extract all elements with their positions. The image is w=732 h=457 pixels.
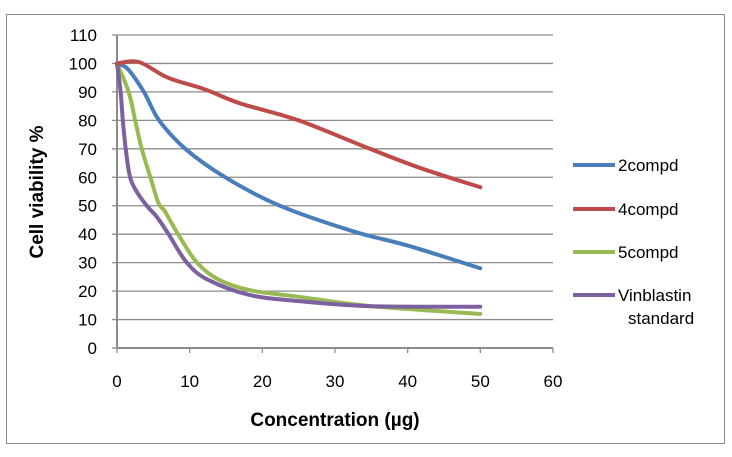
legend-label: 2compd: [618, 156, 678, 175]
y-tick-label: 20: [78, 282, 97, 301]
y-tick-label: 30: [78, 254, 97, 273]
y-tick-label: 80: [78, 111, 97, 130]
y-tick-label: 90: [78, 83, 97, 102]
y-axis-title: Cell viability %: [27, 125, 48, 258]
y-tick-label: 40: [78, 225, 97, 244]
y-tick-label: 10: [78, 311, 97, 330]
x-axis-title: Concentration (µg): [250, 410, 419, 431]
x-tick-label: 50: [471, 372, 490, 391]
legend-item: 5compd: [573, 243, 678, 262]
series-line-5compd: [115, 61, 483, 316]
series-line-4compd: [115, 59, 483, 190]
gridlines: [112, 34, 553, 321]
legend-label: 4compd: [618, 200, 678, 219]
x-tick-labels: 0 10 20 30 40 50 60: [112, 372, 562, 391]
x-tick-label: 10: [180, 372, 199, 391]
legend-label: 5compd: [618, 243, 678, 262]
legend-item: 4compd: [573, 200, 678, 219]
legend-label-line2: standard: [628, 309, 694, 328]
legend-label: Vinblastin: [618, 286, 691, 305]
y-tick-labels: 0 10 20 30 40 50 60 70 80 90 100 110: [69, 26, 97, 358]
axes: [112, 35, 554, 353]
legend: 2compd 4compd 5compd Vinblastin standard: [573, 156, 694, 328]
series-line-vinblastin-standard: [115, 61, 483, 309]
x-tick-label: 60: [544, 372, 563, 391]
y-tick-label: 0: [88, 339, 97, 358]
x-tick-label: 30: [326, 372, 345, 391]
y-tick-label: 60: [78, 168, 97, 187]
y-tick-label: 110: [70, 26, 97, 45]
series-lines: [115, 59, 483, 316]
x-tick-label: 20: [253, 372, 272, 391]
y-tick-label: 100: [69, 54, 97, 73]
series-line-2compd: [115, 61, 483, 271]
legend-item: Vinblastin standard: [573, 286, 694, 328]
x-tick-label: 0: [112, 372, 121, 391]
legend-item: 2compd: [573, 156, 678, 175]
y-tick-label: 70: [78, 140, 97, 159]
x-tick-label: 40: [398, 372, 417, 391]
y-tick-label: 50: [78, 197, 97, 216]
